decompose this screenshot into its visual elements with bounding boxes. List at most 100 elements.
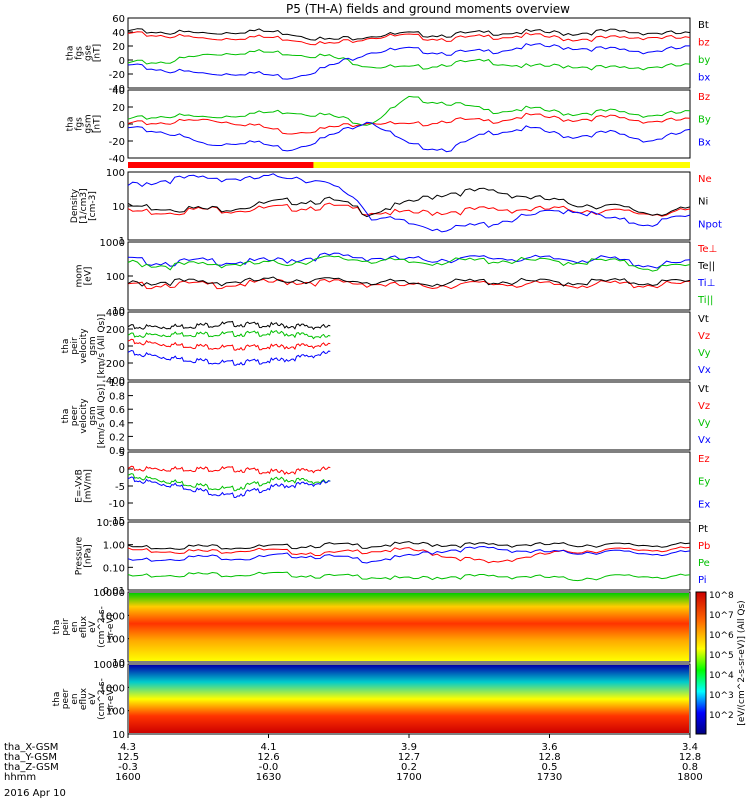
y-tick-label: 10000 bbox=[93, 660, 125, 671]
y-axis-label-line: (cm^2-s- bbox=[97, 606, 107, 648]
y-axis-label-line: sr-eV) bbox=[106, 686, 116, 712]
y-axis-label-line: [mV/m] bbox=[84, 469, 94, 503]
colorbar-tick-label: 10^2 bbox=[709, 711, 734, 721]
legend-entry: Vx bbox=[698, 435, 711, 446]
legend-entry: Pi bbox=[698, 575, 707, 586]
series-line bbox=[127, 329, 331, 340]
y-tick-label: -200 bbox=[102, 359, 125, 370]
y-axis-label-line: eflux bbox=[79, 687, 89, 710]
y-axis-label-line: [cm-3] bbox=[88, 191, 98, 221]
y-tick-label: 60 bbox=[112, 14, 125, 25]
y-tick-label: -40 bbox=[109, 154, 125, 165]
y-tick-label: -5 bbox=[115, 482, 125, 493]
panel-frame bbox=[127, 241, 691, 311]
y-axis-label-line: [nT] bbox=[93, 44, 103, 62]
y-axis-label-line: fgs bbox=[75, 46, 85, 60]
y-tick-label: 10 bbox=[112, 658, 125, 669]
y-axis-label: tha peer velocity gsm [km/s (All Qs)] bbox=[61, 384, 107, 448]
y-tick-label: -20 bbox=[109, 137, 125, 148]
series-line bbox=[127, 173, 691, 233]
y-axis-label-line: [nT] bbox=[93, 115, 103, 133]
panel-frame bbox=[127, 381, 691, 451]
y-axis-label-line: peer bbox=[61, 688, 71, 709]
y-axis-label-line: tha bbox=[61, 339, 71, 354]
y-tick-label: 0.6 bbox=[109, 405, 125, 416]
series-line bbox=[127, 545, 691, 564]
legend-entry: Bx bbox=[698, 137, 711, 148]
y-tick-label: 0 bbox=[119, 342, 125, 353]
series-line bbox=[127, 338, 331, 351]
panel-frame bbox=[127, 521, 691, 591]
legend-entry: Ez bbox=[698, 454, 710, 465]
y-axis-label-line: tha bbox=[66, 117, 76, 132]
y-axis-label-line: E=-VxB bbox=[75, 469, 85, 503]
y-tick-label: -40 bbox=[109, 84, 125, 95]
y-axis-label-line: velocity bbox=[79, 398, 89, 434]
legend-entry: Bt bbox=[698, 20, 709, 31]
mode-bar-segment bbox=[128, 162, 314, 168]
series-line bbox=[127, 571, 691, 582]
y-tick-label: -15 bbox=[109, 516, 125, 527]
footer-value: 12.8 bbox=[679, 752, 701, 763]
legend-entry: Ti|| bbox=[697, 295, 713, 306]
series-line bbox=[127, 276, 691, 287]
y-axis-label: tha fgs gse [nT] bbox=[66, 44, 103, 62]
footer-row-label: tha_Y-GSM bbox=[4, 752, 57, 763]
y-tick-label: 0 bbox=[119, 120, 125, 131]
y-axis-label-line: eV bbox=[88, 692, 98, 705]
y-tick-label: -20 bbox=[109, 70, 125, 81]
y-tick-label: 10 bbox=[112, 730, 125, 741]
y-axis-label: Density [1/cm3] [cm-3] bbox=[70, 188, 98, 223]
legend-entry: Ey bbox=[698, 477, 710, 488]
panel-frame bbox=[127, 591, 691, 663]
footer-value: -0.0 bbox=[259, 762, 279, 773]
colorbar-label: [eV/(cm^2-s-sr-eV)] (All Qs) bbox=[737, 600, 747, 725]
legend-entry: Pt bbox=[698, 524, 708, 535]
footer-value: 12.7 bbox=[398, 752, 420, 763]
y-tick-label: 0 bbox=[119, 56, 125, 67]
legend-entry: Te|| bbox=[697, 261, 715, 272]
legend-entry: Ne bbox=[698, 174, 712, 185]
y-tick-label: 0.0 bbox=[109, 446, 125, 457]
y-axis-label-line: eflux bbox=[79, 615, 89, 638]
y-axis-label-line: tha bbox=[61, 409, 71, 424]
y-tick-label: 20 bbox=[112, 103, 125, 114]
mode-bar-segment bbox=[313, 162, 690, 168]
footer-value: 0.5 bbox=[542, 762, 558, 773]
y-tick-label: 0.2 bbox=[109, 432, 125, 443]
y-axis-label-line: [eV] bbox=[84, 267, 94, 286]
y-tick-label: -10 bbox=[109, 499, 125, 510]
y-axis-label-line: gse bbox=[84, 45, 94, 61]
footer-value: 1700 bbox=[396, 772, 421, 783]
y-axis-label-line: eV bbox=[88, 620, 98, 633]
colorbar bbox=[695, 591, 707, 735]
y-tick-label: 1.00 bbox=[103, 541, 125, 552]
legend-entry: Ex bbox=[698, 499, 710, 510]
y-tick-label: 10.00 bbox=[96, 518, 125, 529]
y-axis-label-line: peir bbox=[70, 337, 80, 355]
y-axis-label-line: [nPa] bbox=[84, 544, 94, 567]
y-tick-label: 10 bbox=[112, 306, 125, 317]
y-axis-label-line: tha bbox=[52, 620, 62, 635]
colorbar-tick-label: 10^7 bbox=[709, 611, 734, 621]
plot-title: P5 (TH-A) fields and ground moments over… bbox=[286, 2, 570, 16]
y-axis-label-line: [km/s (All Qs)] bbox=[97, 314, 107, 378]
footer-value: 1630 bbox=[256, 772, 281, 783]
legend-entry: Pb bbox=[698, 541, 710, 552]
footer-row-label: hhmm bbox=[4, 772, 36, 783]
y-axis-label: mom [eV] bbox=[75, 264, 94, 287]
y-axis-label-line: en bbox=[70, 621, 80, 632]
footer-value: 1600 bbox=[115, 772, 140, 783]
y-tick-label: 100 bbox=[106, 635, 125, 646]
heatmap-fill bbox=[129, 593, 689, 661]
legend-entry: by bbox=[698, 55, 710, 66]
footer-value: -0.3 bbox=[118, 762, 138, 773]
legend-entry: Vy bbox=[698, 418, 711, 429]
legend-entry: Vz bbox=[698, 401, 710, 412]
footer-value: 12.5 bbox=[117, 752, 139, 763]
y-axis-label: Pressure [nPa] bbox=[75, 536, 94, 575]
y-tick-label: 100 bbox=[106, 168, 125, 179]
y-axis-label: E=-VxB [mV/m] bbox=[75, 469, 94, 503]
footer-value: 12.8 bbox=[538, 752, 560, 763]
y-tick-label: 1.0 bbox=[109, 378, 125, 389]
